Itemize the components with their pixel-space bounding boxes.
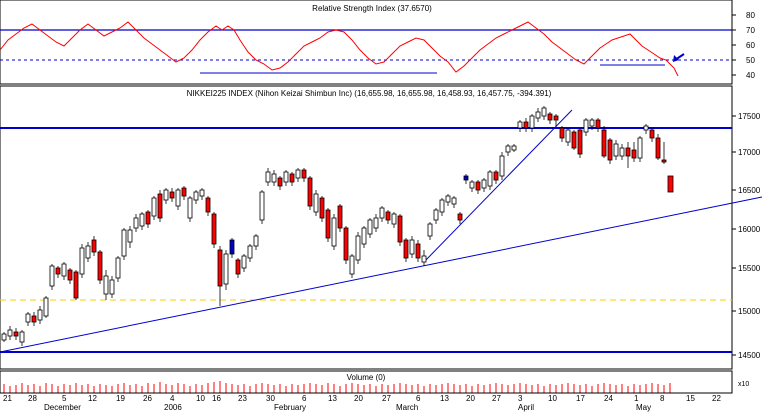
svg-text:12: 12	[88, 394, 97, 403]
svg-text:16500: 16500	[738, 186, 761, 195]
svg-text:20: 20	[466, 394, 475, 403]
svg-text:27: 27	[492, 394, 501, 403]
svg-text:70: 70	[746, 26, 755, 35]
svg-text:6: 6	[416, 394, 421, 403]
svg-text:17000: 17000	[738, 148, 761, 157]
svg-text:20: 20	[354, 394, 363, 403]
svg-text:28: 28	[28, 394, 37, 403]
svg-text:60: 60	[746, 41, 755, 50]
price-y-axis: 17500 17000 16500 16000 15500 15000 1450…	[732, 112, 761, 360]
svg-text:March: March	[396, 403, 418, 412]
svg-text:4: 4	[170, 394, 175, 403]
rsi-arrow-icon	[673, 53, 685, 62]
svg-text:5: 5	[62, 394, 67, 403]
volume-axis-unit: x10	[738, 381, 749, 388]
price-title: NIKKEI225 INDEX (Nihon Keizai Shimbun In…	[187, 89, 552, 98]
x-axis: 21 28 5 12 19 26 4 10 16 23 30 6 13 20 2…	[0, 392, 732, 412]
rsi-y-axis: 80 70 60 50 40	[732, 11, 755, 80]
svg-text:13: 13	[440, 394, 449, 403]
rsi-series	[0, 21, 679, 77]
svg-text:1: 1	[634, 394, 639, 403]
svg-text:17: 17	[576, 394, 585, 403]
svg-text:May: May	[636, 403, 651, 412]
rsi-title: Relative Strength Index (37.6570)	[312, 4, 432, 13]
svg-text:19: 19	[116, 394, 125, 403]
price-panel: NIKKEI225 INDEX (Nihon Keizai Shimbun In…	[0, 85, 763, 370]
svg-text:17500: 17500	[738, 112, 761, 121]
svg-text:27: 27	[382, 394, 391, 403]
svg-text:6: 6	[302, 394, 307, 403]
svg-text:February: February	[274, 403, 306, 412]
svg-text:24: 24	[604, 394, 613, 403]
svg-text:22: 22	[712, 394, 721, 403]
svg-text:15000: 15000	[738, 307, 761, 316]
svg-text:16: 16	[212, 394, 221, 403]
svg-text:15500: 15500	[738, 264, 761, 273]
svg-text:15: 15	[686, 394, 695, 403]
svg-text:14500: 14500	[738, 351, 761, 360]
svg-text:10: 10	[196, 394, 205, 403]
svg-text:2006: 2006	[164, 403, 182, 412]
candlesticks	[1, 106, 674, 346]
svg-text:40: 40	[746, 71, 755, 80]
volume-bars	[3, 381, 671, 393]
svg-text:50: 50	[746, 56, 755, 65]
svg-text:30: 30	[266, 394, 275, 403]
volume-title: Volume (0)	[347, 373, 386, 382]
svg-text:23: 23	[238, 394, 247, 403]
long-term-trendline	[0, 196, 763, 353]
svg-text:26: 26	[143, 394, 152, 403]
svg-text:3: 3	[518, 394, 523, 403]
svg-text:16000: 16000	[738, 225, 761, 234]
svg-text:80: 80	[746, 11, 755, 20]
svg-text:10: 10	[548, 394, 557, 403]
rsi-panel: Relative Strength Index (37.6570) 80 70 …	[0, 0, 755, 85]
svg-text:December: December	[44, 403, 81, 412]
svg-text:April: April	[518, 403, 534, 412]
short-term-trendline	[423, 109, 573, 263]
volume-panel: Volume (0)	[0, 370, 749, 394]
svg-text:13: 13	[328, 394, 337, 403]
svg-text:8: 8	[660, 394, 665, 403]
svg-text:21: 21	[3, 394, 12, 403]
